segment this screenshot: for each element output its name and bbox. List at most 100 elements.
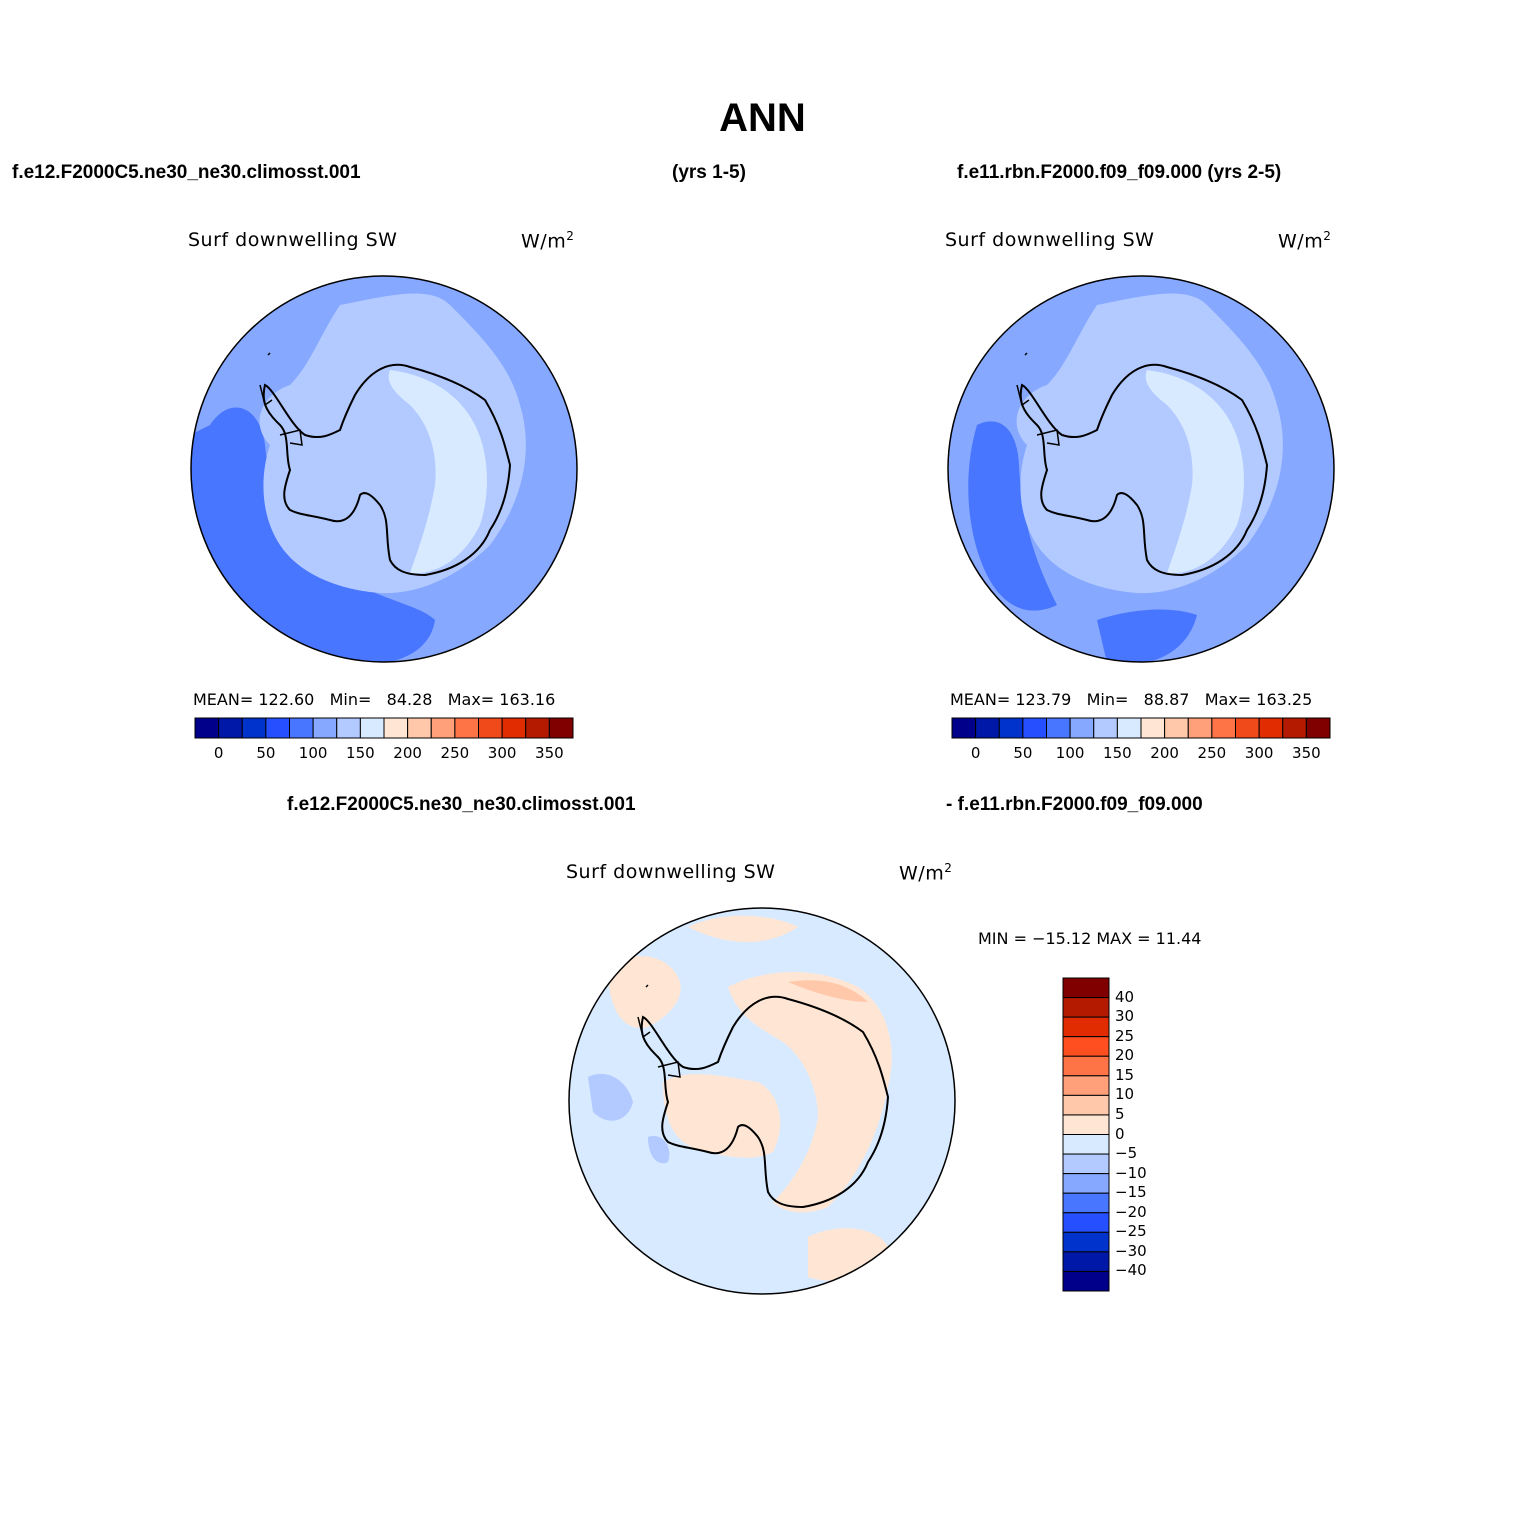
- colorbar-swatch: [289, 717, 314, 739]
- colorbar-panel2: [951, 717, 1331, 739]
- colorbar-swatch: [1140, 717, 1166, 739]
- colorbar-tick-label: 200: [393, 744, 422, 762]
- colorbar-tick-label: 10: [1115, 1085, 1135, 1104]
- colorbar-tick-label: 150: [1103, 744, 1132, 762]
- colorbar-tick-label: 100: [1055, 744, 1085, 762]
- colorbar-swatch: [1164, 717, 1189, 739]
- panel1-variable: Surf downwelling SW: [188, 229, 398, 251]
- map-panel3-difference: [568, 907, 956, 1295]
- colorbar-swatch: [194, 717, 220, 739]
- panel1-stats: MEAN= 122.60 Min= 84.28 Max= 163.16: [193, 690, 556, 709]
- colorbar-tick-label: −40: [1115, 1261, 1147, 1280]
- colorbar-swatch: [478, 717, 503, 739]
- colorbar-tick-label: 250: [1197, 744, 1227, 762]
- colorbar-swatch: [1187, 717, 1213, 739]
- colorbar-swatch: [1093, 717, 1118, 739]
- colorbar-swatch: [430, 717, 456, 739]
- colorbar-swatch: [1062, 1075, 1110, 1096]
- colorbar-tick-label: −20: [1115, 1202, 1147, 1221]
- colorbar-swatch: [359, 717, 385, 739]
- colorbar-swatch: [1062, 977, 1110, 999]
- panel2-stats: MEAN= 123.79 Min= 88.87 Max= 163.25: [950, 690, 1313, 709]
- colorbar-difference: [1062, 977, 1110, 1292]
- colorbar-swatch: [1069, 717, 1095, 739]
- colorbar-swatch: [951, 717, 977, 739]
- colorbar-tick-label: 5: [1115, 1104, 1125, 1123]
- colorbar-swatch: [998, 717, 1024, 739]
- case2-header: f.e11.rbn.F2000.f09_f09.000 (yrs 2-5): [957, 162, 1282, 183]
- colorbar-tick-label: −30: [1115, 1241, 1147, 1260]
- colorbar-swatch: [218, 717, 243, 739]
- colorbar-swatch: [1062, 1134, 1110, 1155]
- colorbar-swatch: [383, 717, 409, 739]
- colorbar-swatch: [1211, 717, 1236, 739]
- colorbar-swatch: [1062, 1231, 1110, 1253]
- colorbar-swatch: [336, 717, 361, 739]
- colorbar-tick-label: 50: [256, 744, 276, 762]
- colorbar-tick-label: 25: [1115, 1026, 1135, 1045]
- colorbar-swatch: [407, 717, 432, 739]
- colorbar-swatch: [1062, 1016, 1110, 1038]
- colorbar-swatch: [1062, 1055, 1110, 1077]
- colorbar-swatch: [1062, 1153, 1110, 1175]
- colorbar-tick-label: 0: [1115, 1124, 1125, 1143]
- colorbar-swatch: [501, 717, 527, 739]
- diff-case1-header: f.e12.F2000C5.ne30_ne30.climosst.001: [287, 794, 636, 815]
- colorbar-tick-label: 15: [1115, 1065, 1135, 1084]
- colorbar-swatch: [975, 717, 1000, 739]
- colorbar-tick-label: 30: [1115, 1007, 1135, 1026]
- colorbar-swatch: [1062, 1192, 1110, 1214]
- colorbar-swatch: [454, 717, 479, 739]
- colorbar-swatch: [525, 717, 550, 739]
- colorbar-swatch: [265, 717, 290, 739]
- panel3-stats: MIN = −15.12 MAX = 11.44: [978, 929, 1202, 948]
- colorbar-tick-label: −15: [1115, 1183, 1147, 1202]
- case1-header: f.e12.F2000C5.ne30_ne30.climosst.001: [12, 162, 361, 183]
- years-header: (yrs 1-5): [672, 162, 746, 183]
- colorbar-swatch: [1305, 717, 1331, 739]
- colorbar-tick-label: 350: [535, 744, 564, 762]
- colorbar-tick-label: 50: [1013, 744, 1033, 762]
- colorbar-tick-label: 350: [1292, 744, 1321, 762]
- colorbar-tick-label: 40: [1115, 987, 1135, 1006]
- colorbar-tick-label: −25: [1115, 1222, 1147, 1241]
- colorbar-swatch: [1062, 1114, 1110, 1135]
- map-panel2: [947, 275, 1335, 663]
- colorbar-tick-label: 20: [1115, 1046, 1135, 1065]
- panel3-variable: Surf downwelling SW: [566, 861, 776, 883]
- colorbar-swatch: [312, 717, 338, 739]
- colorbar-swatch: [1022, 717, 1047, 739]
- colorbar-tick-label: 300: [1244, 744, 1274, 762]
- figure-title: ANN: [719, 96, 806, 140]
- colorbar-swatch: [548, 717, 574, 739]
- colorbar-tick-label: −10: [1115, 1163, 1147, 1182]
- diff-case2-header: - f.e11.rbn.F2000.f09_f09.000: [946, 794, 1203, 815]
- map-panel1: [190, 275, 578, 663]
- colorbar-tick-label: 300: [487, 744, 517, 762]
- colorbar-tick-label: −5: [1115, 1144, 1138, 1163]
- colorbar-swatch: [1046, 717, 1071, 739]
- colorbar-swatch: [1116, 717, 1142, 739]
- colorbar-swatch: [1062, 1094, 1110, 1116]
- colorbar-swatch: [1258, 717, 1284, 739]
- colorbar-panel1: [194, 717, 574, 739]
- colorbar-swatch: [1282, 717, 1307, 739]
- colorbar-swatch: [1062, 1270, 1110, 1292]
- colorbar-swatch: [1062, 1036, 1110, 1057]
- colorbar-swatch: [1235, 717, 1260, 739]
- colorbar-swatch: [1062, 997, 1110, 1018]
- colorbar-swatch: [1062, 1251, 1110, 1272]
- panel3-units: W/m2: [899, 861, 953, 885]
- panel2-variable: Surf downwelling SW: [945, 229, 1155, 251]
- colorbar-tick-label: 150: [346, 744, 375, 762]
- colorbar-swatch: [1062, 1212, 1110, 1233]
- colorbar-tick-label: 0: [970, 744, 981, 762]
- colorbar-tick-label: 200: [1150, 744, 1179, 762]
- colorbar-swatch: [1062, 1173, 1110, 1194]
- colorbar-swatch: [241, 717, 267, 739]
- colorbar-tick-label: 250: [440, 744, 470, 762]
- panel1-units: W/m2: [521, 229, 575, 253]
- colorbar-tick-label: 100: [298, 744, 328, 762]
- colorbar-tick-label: 0: [213, 744, 224, 762]
- panel2-units: W/m2: [1278, 229, 1332, 253]
